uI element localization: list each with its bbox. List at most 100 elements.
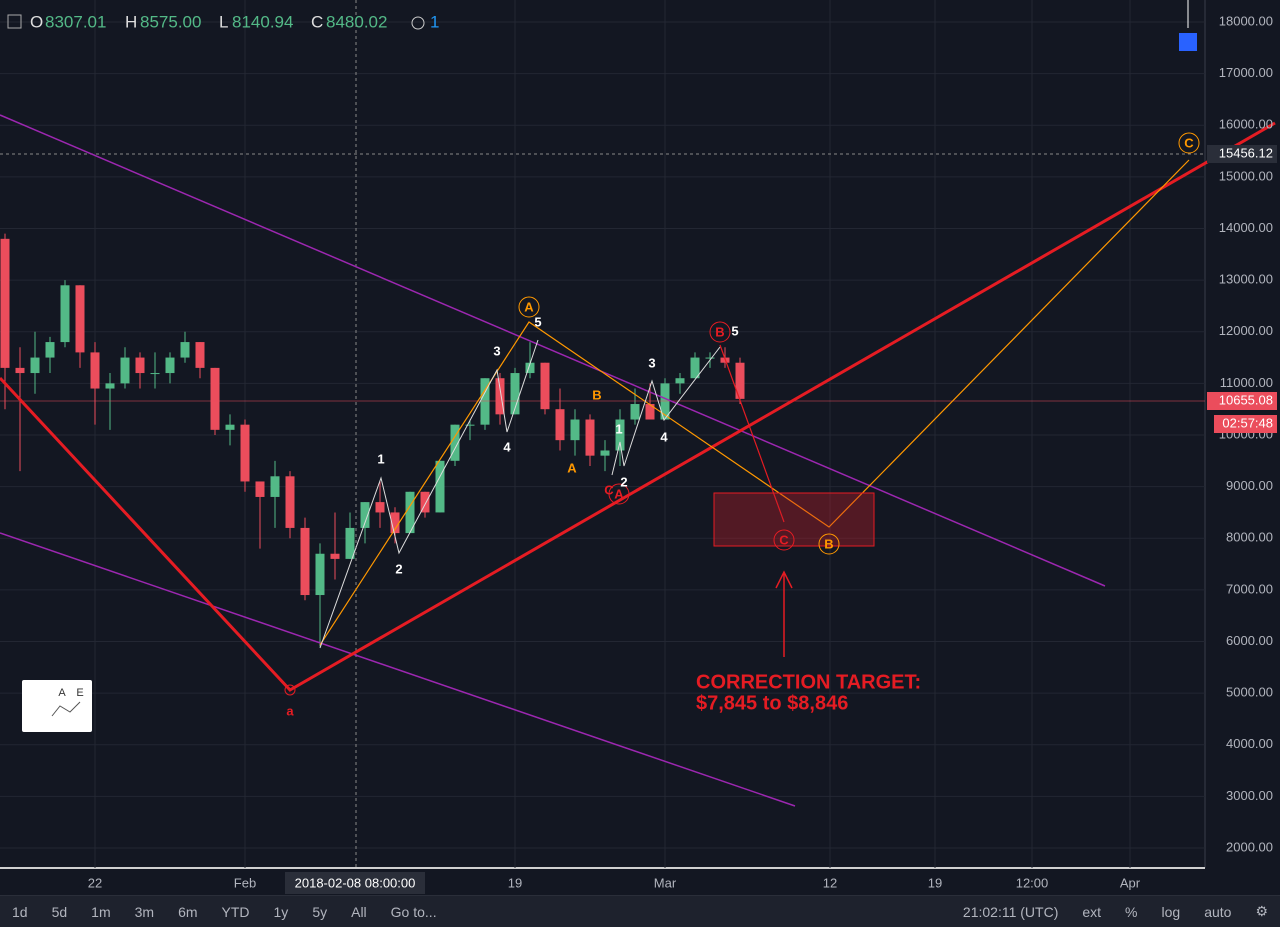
- candle-body: [465, 424, 475, 426]
- wave-line: [319, 159, 1190, 646]
- price-tick-label: 14000.00: [1219, 220, 1273, 235]
- countdown-tag: [1214, 415, 1277, 433]
- wave-label: A: [614, 486, 624, 501]
- candle-body: [525, 362, 535, 374]
- settings-button[interactable]: ⚙: [1255, 903, 1268, 919]
- widget-label: E: [76, 687, 83, 699]
- candle-body: [705, 357, 715, 359]
- candle-body: [600, 450, 610, 456]
- candle-body: [300, 527, 310, 596]
- price-tick-label: 11000.00: [1220, 375, 1273, 390]
- candle-body: [660, 383, 670, 420]
- range-button[interactable]: All: [351, 903, 367, 920]
- trend-line: [0, 114, 1106, 587]
- candle-body: [435, 460, 445, 513]
- candle-body: [30, 357, 40, 374]
- candle-body: [555, 409, 565, 441]
- candle-body: [165, 357, 175, 374]
- price-tick-label: 17000.00: [1219, 65, 1273, 80]
- option-button[interactable]: %: [1125, 903, 1138, 920]
- wave-label: 2: [620, 474, 627, 489]
- price-tag: [1207, 145, 1277, 163]
- widget-label: A: [58, 687, 66, 699]
- range-button[interactable]: 3m: [134, 903, 155, 920]
- range-button[interactable]: 1m: [91, 903, 111, 920]
- candle-body: [510, 373, 520, 415]
- wave-line: [611, 346, 721, 476]
- candle-body: [240, 424, 250, 482]
- candle-body: [585, 419, 595, 456]
- alert-count: 1: [430, 12, 439, 31]
- candle-body: [405, 491, 415, 534]
- range-button[interactable]: 1y: [273, 903, 289, 920]
- time-label: 22: [88, 875, 102, 890]
- wave-label: 5: [534, 314, 541, 329]
- time-tag-text: 2018-02-08 08:00:00: [295, 875, 416, 890]
- candle-body: [615, 419, 625, 451]
- wave-label: C: [1184, 135, 1194, 150]
- candle-body: [375, 502, 385, 513]
- price-tag-text: 15456.12: [1219, 145, 1273, 160]
- ohlc-value: 8480.02: [326, 12, 387, 31]
- target-range: $7,845 to $8,846: [696, 692, 848, 714]
- range-button[interactable]: YTD: [221, 903, 250, 920]
- candle-body: [690, 357, 700, 379]
- wave-label: 4: [503, 439, 511, 454]
- price-tag-text: 10655.08: [1219, 392, 1273, 407]
- wave-circle: [1178, 132, 1200, 154]
- price-tick-label: 4000.00: [1226, 736, 1273, 751]
- candle-body: [735, 362, 745, 399]
- range-button[interactable]: 1d: [12, 903, 28, 920]
- time-label: 19: [508, 875, 522, 890]
- option-button[interactable]: log: [1161, 903, 1181, 920]
- option-button[interactable]: ext: [1082, 903, 1102, 920]
- price-tick-label: 3000.00: [1226, 788, 1273, 803]
- wave-label: A: [567, 460, 577, 475]
- range-button[interactable]: 5y: [312, 903, 328, 920]
- price-tick-label: 15000.00: [1219, 168, 1273, 183]
- candle-body: [210, 367, 220, 430]
- countdown-text: 02:57:48: [1222, 415, 1273, 430]
- wave-label: B: [715, 324, 724, 339]
- ohlc-value: 8140.94: [232, 12, 293, 31]
- time-label: 19: [928, 875, 942, 890]
- wave-circle: [818, 533, 840, 555]
- alert-icon[interactable]: [411, 16, 425, 30]
- candle-body: [60, 285, 70, 343]
- price-tick-label: 16000.00: [1219, 117, 1273, 132]
- candle-body: [570, 419, 580, 441]
- indicator-widget[interactable]: [22, 680, 92, 732]
- trend-line: [0, 532, 796, 807]
- time-tag: [285, 872, 425, 894]
- time-label: 12: [823, 875, 837, 890]
- candle-body: [150, 373, 160, 375]
- wave-label: 3: [493, 343, 500, 358]
- time-label: Apr: [1120, 875, 1141, 890]
- candle-body: [540, 362, 550, 410]
- price-tick-label: 13000.00: [1219, 272, 1273, 287]
- time-label: 12:00: [1016, 875, 1049, 890]
- candle-body: [225, 424, 235, 430]
- chart: A 5 3 4 1 2 3 1 2 4 B A C A B 5 a C B C …: [0, 0, 1277, 894]
- goto-button[interactable]: Go to...: [390, 903, 437, 920]
- price-tick-label: 12000.00: [1219, 323, 1273, 338]
- wave-circle: [773, 529, 795, 551]
- time-label: Feb: [234, 875, 256, 890]
- candle-body: [360, 502, 370, 528]
- wave-circle: [608, 483, 630, 505]
- wave-label: B: [824, 536, 833, 551]
- wave-label: a: [286, 703, 294, 718]
- range-button[interactable]: 5d: [51, 903, 68, 920]
- price-tick-label: 7000.00: [1226, 581, 1273, 596]
- wave-circle: [709, 321, 731, 343]
- menu-icon[interactable]: [7, 14, 22, 29]
- ohlc-value: 8575.00: [140, 12, 201, 31]
- candle-body: [135, 357, 145, 374]
- range-button[interactable]: 6m: [178, 903, 198, 920]
- wave-line: [319, 339, 539, 649]
- scroll-button[interactable]: [1179, 33, 1197, 51]
- wave-label: 1: [377, 451, 384, 466]
- clock: 21:02:11 (UTC): [962, 903, 1059, 920]
- option-button[interactable]: auto: [1204, 903, 1232, 920]
